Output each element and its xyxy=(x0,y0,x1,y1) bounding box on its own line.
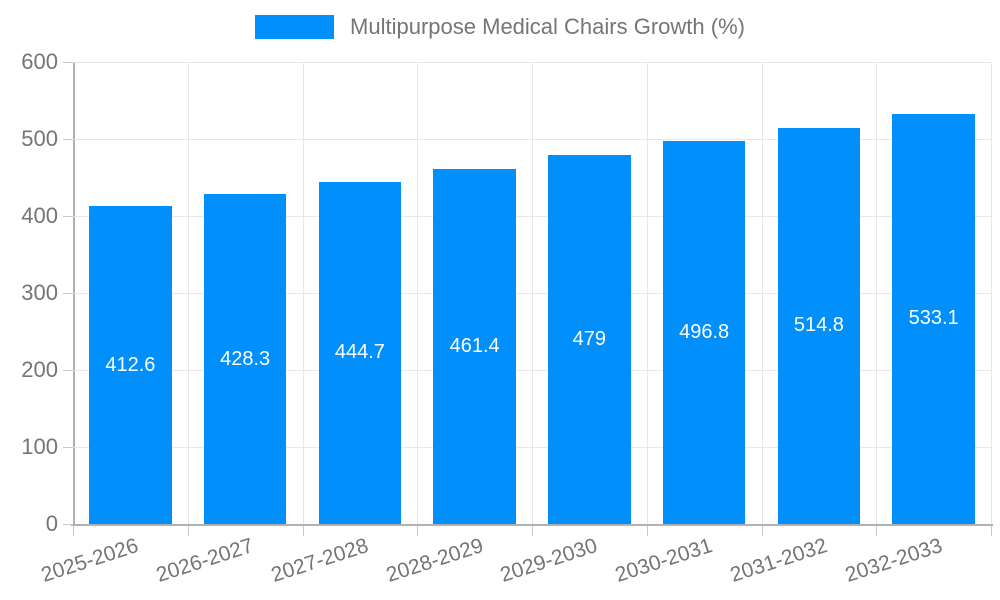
x-axis-tick-label: 2027-2028 xyxy=(268,534,371,587)
x-axis-tick xyxy=(761,526,763,536)
bar-value-label: 428.3 xyxy=(220,347,271,370)
bar-2027-2028[interactable]: 444.7 xyxy=(318,181,402,524)
legend-label: Multipurpose Medical Chairs Growth (%) xyxy=(350,14,745,39)
x-axis-tick xyxy=(73,526,74,536)
bar-value-label: 479 xyxy=(572,328,607,351)
y-axis-tick xyxy=(63,447,73,448)
x-axis-tick xyxy=(646,526,648,536)
gridline-vertical xyxy=(417,62,419,524)
x-axis-tick xyxy=(532,526,533,536)
legend-swatch xyxy=(255,15,335,39)
y-axis-tick-label: 200 xyxy=(21,357,58,382)
y-axis-tick-label: 0 xyxy=(45,511,58,536)
x-axis-tick xyxy=(187,526,189,536)
y-axis-tick xyxy=(63,216,73,217)
gridline-vertical xyxy=(876,62,878,524)
bar-value-label: 533.1 xyxy=(908,307,959,330)
bar-2032-2033[interactable]: 533.1 xyxy=(892,113,975,524)
y-axis-tick xyxy=(63,62,73,63)
x-axis-tick xyxy=(991,526,992,536)
y-axis-tick-label: 600 xyxy=(21,49,58,74)
x-axis-tick-label: 2031-2032 xyxy=(727,534,830,587)
x-axis-tick-label: 2025-2026 xyxy=(38,534,142,587)
x-axis-tick-label: 2029-2030 xyxy=(497,534,601,587)
gridline-vertical xyxy=(302,62,304,524)
x-axis-tick xyxy=(876,526,878,536)
y-axis-tick xyxy=(63,524,73,525)
bar-2029-2030[interactable]: 479 xyxy=(548,155,631,524)
gridline-vertical xyxy=(187,62,189,524)
bar-2026-2027[interactable]: 428.3 xyxy=(203,194,287,524)
y-axis-tick xyxy=(63,293,73,294)
bar-2031-2032[interactable]: 514.8 xyxy=(777,127,861,524)
y-axis-tick xyxy=(63,139,73,140)
bar-value-label: 461.4 xyxy=(449,334,500,357)
bar-value-label: 444.7 xyxy=(334,341,385,364)
bar-value-label: 412.6 xyxy=(105,353,156,376)
bar-2025-2026[interactable]: 412.6 xyxy=(89,206,172,524)
bar-2030-2031[interactable]: 496.8 xyxy=(662,141,746,524)
y-axis-tick-label: 100 xyxy=(21,434,58,459)
x-axis-tick-label: 2032-2033 xyxy=(842,534,945,587)
x-axis-line xyxy=(71,524,993,526)
x-axis-tick-label: 2030-2031 xyxy=(612,534,716,587)
y-axis-tick-label: 400 xyxy=(21,203,58,228)
gridline-vertical xyxy=(646,62,648,524)
y-axis-tick-label: 500 xyxy=(21,126,58,151)
x-axis-tick xyxy=(302,526,304,536)
y-axis-tick xyxy=(63,370,73,371)
y-axis-tick-label: 300 xyxy=(21,280,58,305)
plot-area: 412.6 428.3 444.7 461.4 479 496.8 514.8 533.1 xyxy=(63,62,993,536)
bar-value-label: 514.8 xyxy=(793,314,844,337)
gridline-vertical xyxy=(761,62,763,524)
x-axis-tick xyxy=(417,526,419,536)
gridline-vertical xyxy=(991,62,992,524)
bar-2028-2029[interactable]: 461.4 xyxy=(433,168,516,524)
gridline-vertical xyxy=(532,62,533,524)
x-axis-tick-label: 2026-2027 xyxy=(153,534,257,587)
bar-value-label: 496.8 xyxy=(679,321,730,344)
x-axis-tick-label: 2028-2029 xyxy=(383,534,486,587)
legend[interactable]: Multipurpose Medical Chairs Growth (%) xyxy=(0,14,1000,40)
